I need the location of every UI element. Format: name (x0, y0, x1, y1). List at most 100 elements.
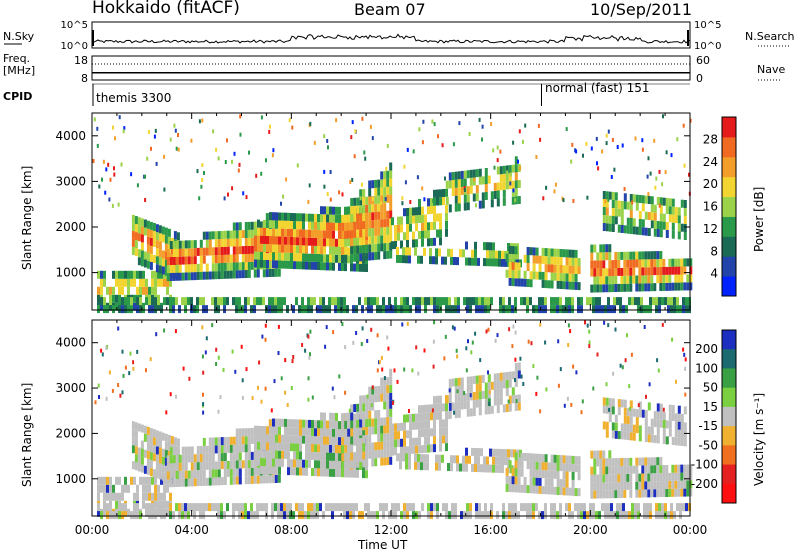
power-cell (671, 206, 675, 215)
power-colorbar-tick-label: 8 (710, 244, 718, 258)
velocity-cell (505, 511, 508, 520)
velocity-cell (266, 442, 269, 451)
velocity-cell (382, 503, 385, 512)
power-cell (486, 250, 489, 259)
velocity-cell (593, 450, 597, 459)
velocity-cell (160, 511, 163, 520)
power-cell (166, 297, 169, 306)
power-cell (502, 181, 506, 190)
velocity-cell (332, 452, 335, 461)
velocity-scatter-cell (443, 356, 446, 361)
power-scatter-cell (335, 118, 338, 123)
velocity-cell (178, 503, 181, 512)
power-cell (353, 229, 357, 238)
power-scatter-cell (327, 145, 329, 150)
velocity-cell (526, 461, 530, 470)
power-cell (308, 253, 311, 262)
power-cell (433, 305, 436, 314)
velocity-cell (656, 411, 660, 420)
velocity-scatter-cell (94, 400, 97, 405)
velocity-cell (362, 419, 366, 428)
power-cell (353, 197, 357, 206)
power-cell (241, 305, 244, 314)
velocity-scatter-cell (580, 410, 583, 415)
velocity-cell (263, 450, 266, 459)
velocity-cell (559, 455, 563, 464)
velocity-cell (322, 511, 325, 520)
velocity-scatter-cell (111, 388, 114, 393)
velocity-cell (421, 503, 424, 512)
power-cell (665, 230, 669, 238)
power-cell (344, 254, 348, 263)
velocity-cell (565, 455, 569, 464)
power-cell (462, 249, 465, 258)
velocity-cell (670, 511, 673, 520)
velocity-cell (541, 511, 544, 520)
velocity-cell (371, 418, 375, 427)
power-scatter-cell (554, 182, 557, 187)
velocity-scatter-cell (621, 365, 624, 370)
velocity-cell (103, 503, 106, 512)
freq-tick-label: 18 (74, 54, 88, 67)
power-cell (254, 227, 257, 236)
velocity-cell (439, 435, 442, 444)
velocity-cell (380, 433, 384, 442)
velocity-cell (496, 405, 500, 414)
velocity-cell (338, 445, 341, 454)
velocity-cell (368, 402, 372, 411)
power-cell (643, 305, 646, 314)
power-cell (647, 283, 651, 292)
power-cell (146, 220, 150, 229)
power-cell (226, 230, 230, 239)
velocity-cell (412, 437, 415, 446)
velocity-cell (456, 455, 459, 464)
power-cell (565, 257, 569, 266)
velocity-cell (343, 503, 346, 512)
power-cell (486, 258, 489, 267)
power-cell (322, 297, 325, 306)
power-cell (100, 302, 103, 311)
power-cell (131, 238, 135, 247)
velocity-cell (611, 474, 615, 483)
velocity-cell (608, 406, 612, 415)
power-cell (405, 255, 408, 264)
velocity-cell (356, 411, 360, 420)
power-cell (632, 226, 636, 235)
velocity-scatter-cell (557, 339, 560, 344)
velocity-cell (323, 452, 326, 461)
velocity-scatter-cell (508, 327, 511, 332)
power-cell (501, 258, 504, 267)
velocity-cell (421, 405, 424, 414)
velocity-cell (454, 402, 458, 411)
velocity-cell (140, 456, 144, 465)
velocity-cell (677, 429, 681, 438)
velocity-cell (442, 435, 445, 444)
velocity-cell (450, 463, 453, 472)
velocity-scatter-cell (465, 368, 468, 373)
power-scatter-cell (493, 165, 496, 170)
power-cell (662, 221, 666, 230)
power-cell (362, 205, 366, 213)
velocity-cell (278, 466, 281, 475)
velocity-cell (386, 385, 390, 394)
power-cell (670, 305, 673, 314)
power-cell (308, 229, 311, 238)
power-cell (187, 256, 191, 265)
velocity-cell (187, 503, 190, 512)
velocity-scatter-cell (656, 358, 659, 363)
power-cell (662, 197, 666, 206)
velocity-cell (608, 458, 612, 467)
velocity-cell (608, 398, 612, 407)
velocity-cell (296, 419, 299, 428)
velocity-cell (484, 382, 488, 391)
velocity-cell (418, 429, 421, 438)
velocity-cell (556, 487, 560, 495)
power-cell (454, 305, 457, 314)
velocity-cell (377, 425, 381, 434)
velocity-cell (263, 458, 266, 467)
power-cell (325, 305, 328, 314)
power-cell (97, 305, 100, 314)
power-cell (175, 297, 178, 306)
velocity-cell (607, 511, 610, 520)
power-cell (284, 252, 287, 261)
